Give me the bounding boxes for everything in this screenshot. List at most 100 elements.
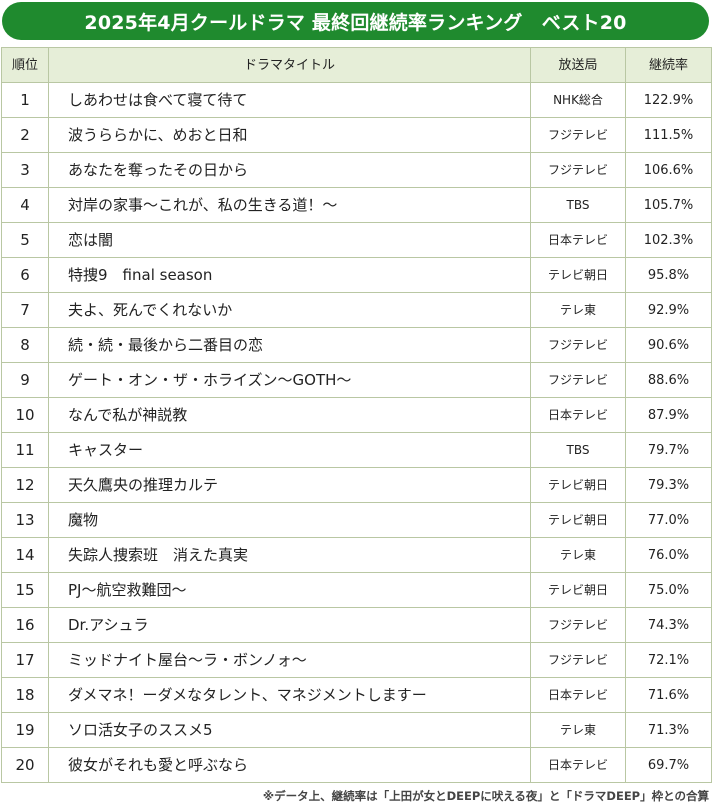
- station-cell: 日本テレビ: [530, 397, 626, 433]
- rank-cell: 7: [1, 292, 49, 328]
- table-row: 3 あなたを奪ったその日から フジテレビ 106.6%: [1, 152, 712, 188]
- table-row: 14 失踪人捜索班 消えた真実 テレ東 76.0%: [1, 537, 712, 573]
- ranking-table-body: 1 しあわせは食べて寝て待て NHK総合 122.9% 2 波うららかに、めおと日和 フジテ…: [1, 82, 712, 783]
- rank-cell: 9: [1, 362, 49, 398]
- drama-title-cell: 彼女がそれも愛と呼ぶなら: [48, 747, 531, 783]
- table-row: 11 キャスター TBS 79.7%: [1, 432, 712, 468]
- drama-title-cell: なんで私が神説教: [48, 397, 531, 433]
- rank-cell: 5: [1, 222, 49, 258]
- drama-title-cell: 恋は闇: [48, 222, 531, 258]
- station-cell: 日本テレビ: [530, 747, 626, 783]
- drama-title-cell: しあわせは食べて寝て待て: [48, 82, 531, 118]
- rank-cell: 14: [1, 537, 49, 573]
- station-cell: テレビ朝日: [530, 572, 626, 608]
- rank-cell: 4: [1, 187, 49, 223]
- table-header-row: 順位 ドラマタイトル 放送局 継続率: [1, 47, 712, 83]
- rank-cell: 20: [1, 747, 49, 783]
- rank-cell: 15: [1, 572, 49, 608]
- table-row: 6 特捜9 final season テレビ朝日 95.8%: [1, 257, 712, 293]
- table-row: 15 PJ〜航空救難団〜 テレビ朝日 75.0%: [1, 572, 712, 608]
- rank-cell: 3: [1, 152, 49, 188]
- station-cell: テレビ朝日: [530, 257, 626, 293]
- drama-title-cell: ゲート・オン・ザ・ホライズン〜GOTH〜: [48, 362, 531, 398]
- drama-title-cell: 対岸の家事〜これが、私の生きる道！〜: [48, 187, 531, 223]
- drama-title-cell: Dr.アシュラ: [48, 607, 531, 643]
- rate-cell: 90.6%: [625, 327, 712, 363]
- footnote: ※データ上、継続率は「上田が女とDEEPに吠える夜」と「ドラマDEEP」枠との合…: [262, 789, 709, 803]
- table-row: 10 なんで私が神説教 日本テレビ 87.9%: [1, 397, 712, 433]
- drama-title-cell: ダメマネ！ーダメなタレント、マネジメントしますー: [48, 677, 531, 713]
- station-cell: フジテレビ: [530, 327, 626, 363]
- drama-title-cell: ソロ活女子のススメ5: [48, 712, 531, 748]
- station-cell: テレ東: [530, 537, 626, 573]
- rank-cell: 11: [1, 432, 49, 468]
- rate-cell: 102.3%: [625, 222, 712, 258]
- page-title: 2025年4月クールドラマ 最終回継続率ランキング ベスト20: [84, 11, 627, 34]
- rank-cell: 1: [1, 82, 49, 118]
- rate-cell: 111.5%: [625, 117, 712, 153]
- station-cell: フジテレビ: [530, 642, 626, 678]
- station-cell: 日本テレビ: [530, 677, 626, 713]
- table-row: 19 ソロ活女子のススメ5 テレ東 71.3%: [1, 712, 712, 748]
- rank-cell: 18: [1, 677, 49, 713]
- table-row: 17 ミッドナイト屋台〜ラ・ボンノォ〜 フジテレビ 72.1%: [1, 642, 712, 678]
- rank-cell: 12: [1, 467, 49, 503]
- drama-title-cell: あなたを奪ったその日から: [48, 152, 531, 188]
- rate-cell: 76.0%: [625, 537, 712, 573]
- station-cell: NHK総合: [530, 82, 626, 118]
- rank-cell: 19: [1, 712, 49, 748]
- drama-title-cell: 夫よ、死んでくれないか: [48, 292, 531, 328]
- rate-cell: 88.6%: [625, 362, 712, 398]
- rank-cell: 10: [1, 397, 49, 433]
- rate-cell: 87.9%: [625, 397, 712, 433]
- table-row: 1 しあわせは食べて寝て待て NHK総合 122.9%: [1, 82, 712, 118]
- rate-cell: 74.3%: [625, 607, 712, 643]
- table-row: 8 続・続・最後から二番目の恋 フジテレビ 90.6%: [1, 327, 712, 363]
- station-cell: テレ東: [530, 292, 626, 328]
- station-cell: テレ東: [530, 712, 626, 748]
- column-header-rate: 継続率: [625, 47, 712, 83]
- station-cell: テレビ朝日: [530, 502, 626, 538]
- station-cell: TBS: [530, 187, 626, 223]
- station-cell: テレビ朝日: [530, 467, 626, 503]
- table-row: 4 対岸の家事〜これが、私の生きる道！〜 TBS 105.7%: [1, 187, 712, 223]
- table-row: 12 天久鷹央の推理カルテ テレビ朝日 79.3%: [1, 467, 712, 503]
- station-cell: フジテレビ: [530, 607, 626, 643]
- column-header-title: ドラマタイトル: [48, 47, 531, 83]
- drama-title-cell: キャスター: [48, 432, 531, 468]
- rate-cell: 72.1%: [625, 642, 712, 678]
- rate-cell: 71.6%: [625, 677, 712, 713]
- drama-title-cell: 天久鷹央の推理カルテ: [48, 467, 531, 503]
- rank-cell: 2: [1, 117, 49, 153]
- rate-cell: 79.3%: [625, 467, 712, 503]
- drama-title-cell: 魔物: [48, 502, 531, 538]
- table-row: 5 恋は闇 日本テレビ 102.3%: [1, 222, 712, 258]
- station-cell: フジテレビ: [530, 117, 626, 153]
- rate-cell: 69.7%: [625, 747, 712, 783]
- drama-title-cell: 波うららかに、めおと日和: [48, 117, 531, 153]
- table-row: 13 魔物 テレビ朝日 77.0%: [1, 502, 712, 538]
- rate-cell: 106.6%: [625, 152, 712, 188]
- column-header-station: 放送局: [530, 47, 626, 83]
- table-row: 7 夫よ、死んでくれないか テレ東 92.9%: [1, 292, 712, 328]
- rate-cell: 79.7%: [625, 432, 712, 468]
- column-header-rank: 順位: [1, 47, 49, 83]
- rate-cell: 122.9%: [625, 82, 712, 118]
- ranking-table: 順位 ドラマタイトル 放送局 継続率 1 しあわせは食べて寝て待て NHK総合 122…: [1, 47, 712, 783]
- drama-title-cell: 失踪人捜索班 消えた真実: [48, 537, 531, 573]
- station-cell: 日本テレビ: [530, 222, 626, 258]
- station-cell: TBS: [530, 432, 626, 468]
- drama-title-cell: 続・続・最後から二番目の恋: [48, 327, 531, 363]
- station-cell: フジテレビ: [530, 152, 626, 188]
- rank-cell: 17: [1, 642, 49, 678]
- rate-cell: 95.8%: [625, 257, 712, 293]
- table-row: 20 彼女がそれも愛と呼ぶなら 日本テレビ 69.7%: [1, 747, 712, 783]
- drama-title-cell: PJ〜航空救難団〜: [48, 572, 531, 608]
- rate-cell: 105.7%: [625, 187, 712, 223]
- table-row: 18 ダメマネ！ーダメなタレント、マネジメントしますー 日本テレビ 71.6%: [1, 677, 712, 713]
- drama-title-cell: 特捜9 final season: [48, 257, 531, 293]
- table-row: 9 ゲート・オン・ザ・ホライズン〜GOTH〜 フジテレビ 88.6%: [1, 362, 712, 398]
- rate-cell: 92.9%: [625, 292, 712, 328]
- rank-cell: 6: [1, 257, 49, 293]
- rank-cell: 16: [1, 607, 49, 643]
